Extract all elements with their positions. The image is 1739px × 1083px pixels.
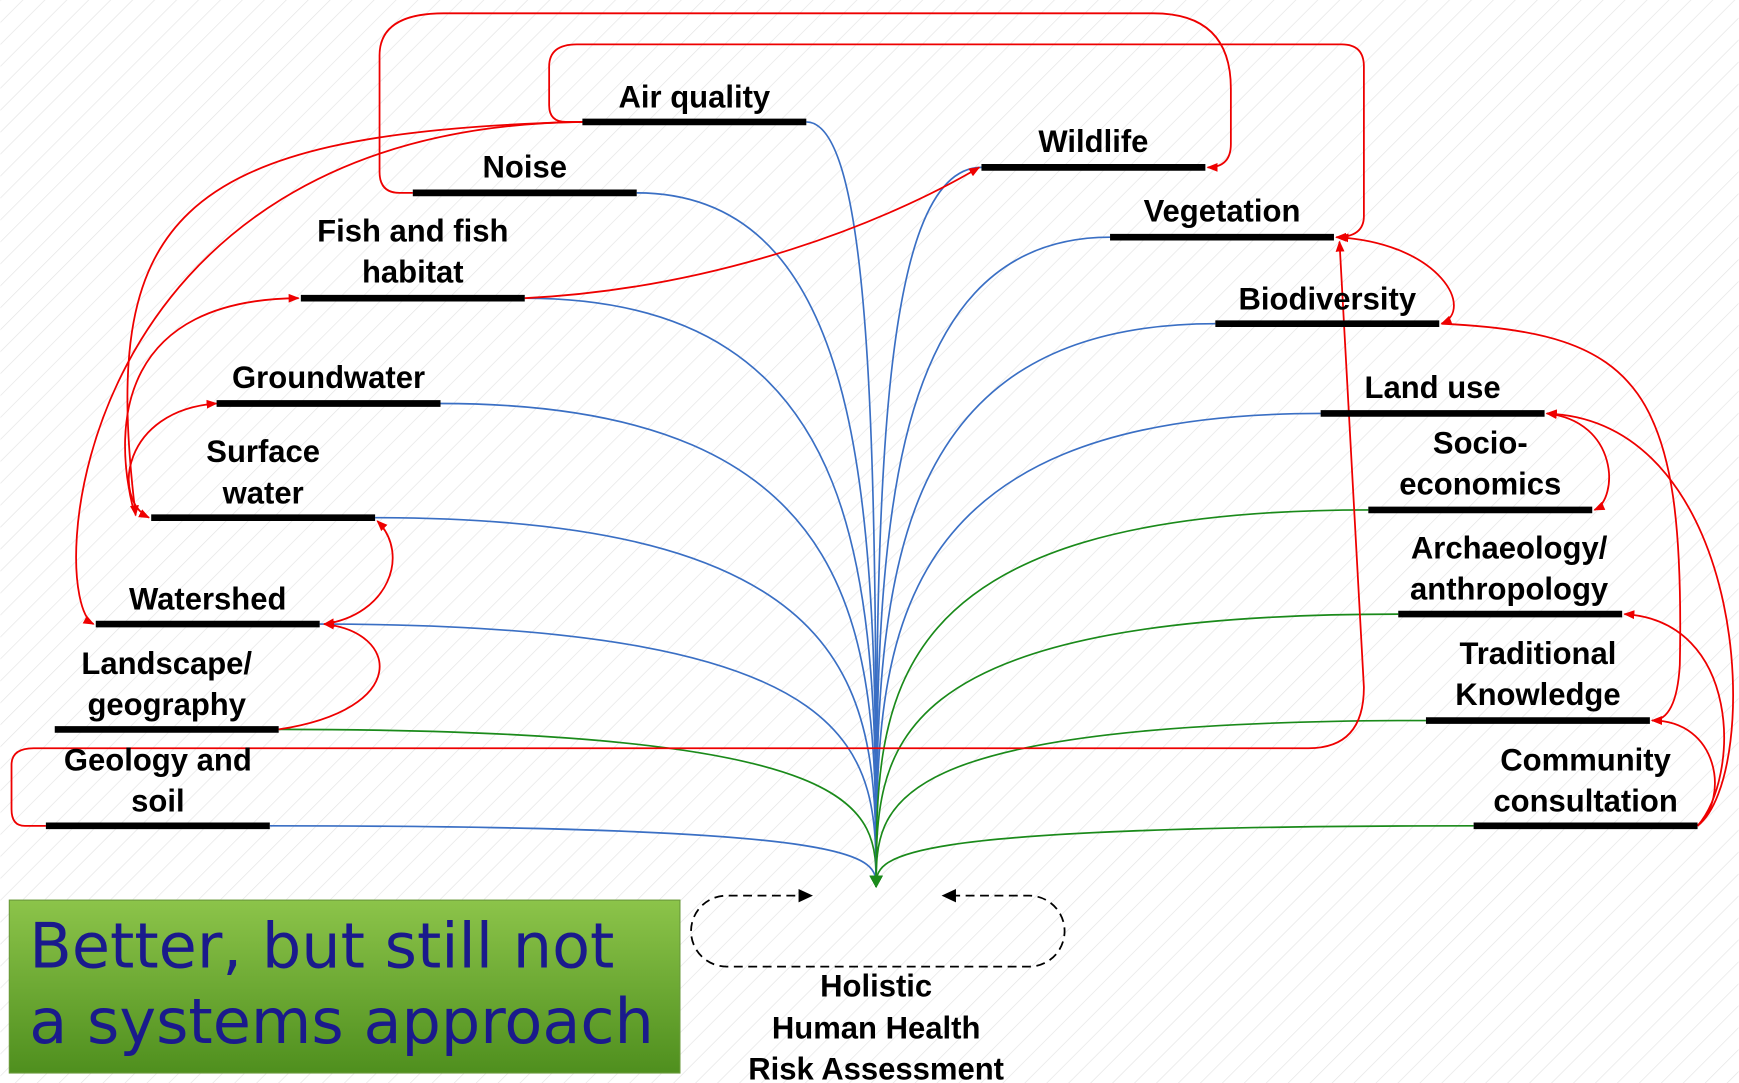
node-label: Vegetation [1144,194,1301,229]
center-label: Holistic [820,969,932,1004]
node-label: geography [87,687,246,722]
link [75,121,583,625]
link [1441,322,1682,725]
node-label: Landscape/ [81,646,252,681]
node-label: anthropology [1410,572,1609,607]
connection [269,824,877,887]
link [323,520,394,628]
connection [278,728,883,888]
node-label: Fish and fish [317,214,508,249]
link [378,12,1232,194]
node-label: economics [1399,466,1561,501]
link [126,121,577,517]
connection [319,623,877,887]
node-label: Geology and [64,742,252,777]
link [1545,410,1610,511]
link [548,43,1365,242]
node-label: water [222,475,304,510]
link [124,293,300,511]
node-label: Knowledge [1455,677,1620,712]
feedback-links [10,12,1734,827]
link [278,620,381,731]
link [1650,716,1716,827]
nodes: Air quality Noise Fish and fish habitat Grou… [45,80,1698,830]
feedback-loop [690,889,1066,968]
connection [636,192,877,887]
connection [875,322,1216,887]
connection [869,509,1369,888]
node-label: consultation [1493,783,1677,818]
connection [875,236,1111,887]
node-label: habitat [362,255,464,290]
node-label: Noise [483,149,567,184]
node-label: Land use [1365,370,1501,405]
node-label: Air quality [619,80,771,115]
link [1337,233,1455,325]
node-label: Archaeology/ [1411,531,1608,566]
link [524,166,981,300]
center-label: Risk Assessment [748,1052,1004,1083]
connection [875,412,1321,887]
link [10,240,1365,827]
node-label: Socio- [1433,425,1528,460]
node-label: Surface [206,434,320,469]
connection [524,297,877,887]
node-label: Wildlife [1038,124,1148,159]
node-label: Groundwater [232,360,425,395]
connection [375,516,877,887]
connection [440,402,877,887]
link [1545,409,1734,827]
center-label: Human Health [772,1011,981,1046]
connection [869,824,1474,888]
node-label: soil [131,783,184,818]
link [128,399,218,519]
slogan-line: Better, but still not [29,910,614,983]
connection [869,719,1426,888]
slogan-box [8,899,681,1074]
connection [869,613,1399,888]
slogan-line: a systems approach [29,985,654,1058]
node-label: Biodiversity [1239,281,1417,316]
node-label: Community [1500,742,1671,777]
node-label: Watershed [129,582,286,617]
node-label: Traditional [1460,636,1617,671]
